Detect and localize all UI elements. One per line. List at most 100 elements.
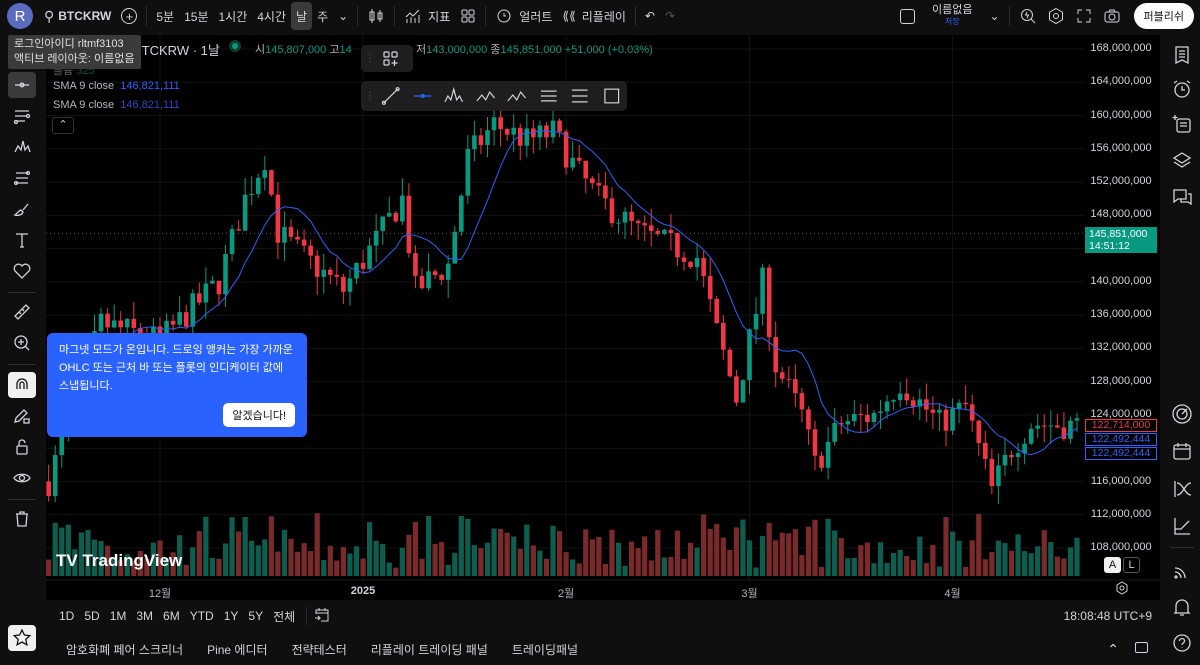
maximize-panel-button[interactable]	[1135, 642, 1148, 656]
fullscreen-button[interactable]	[1070, 2, 1098, 30]
range-ytd[interactable]: YTD	[189, 609, 214, 623]
text-tools[interactable]	[8, 227, 36, 253]
trend-line-tools[interactable]	[8, 103, 36, 129]
undo-button[interactable]: ↶	[640, 2, 660, 30]
interval-1d[interactable]: 날	[291, 2, 313, 30]
chats-button[interactable]	[1171, 186, 1193, 208]
hide-drawings-tool[interactable]	[8, 465, 36, 491]
range-all[interactable]: 전체	[273, 609, 296, 624]
redo-button[interactable]: ↷	[660, 2, 680, 30]
help-button[interactable]	[1171, 632, 1193, 654]
signals-button[interactable]	[1171, 560, 1193, 582]
add-favorite-icon[interactable]	[380, 48, 402, 70]
log-scale-button[interactable]: L	[1123, 557, 1140, 573]
tab-trading-panel[interactable]: 트레이딩패널	[511, 642, 579, 657]
notifications-button[interactable]	[1171, 596, 1193, 618]
alert-button[interactable]: 얼러트	[490, 2, 557, 30]
tab-replay-trading-panel[interactable]: 리플레이 트레이딩 패널	[370, 642, 488, 657]
icon-tools[interactable]	[8, 258, 36, 284]
range-5d[interactable]: 5D	[84, 609, 100, 623]
tab-crypto-screener[interactable]: 암호화폐 페어 스크리너	[66, 642, 184, 657]
remove-drawings-button[interactable]	[8, 506, 36, 532]
drag-handle-icon[interactable]: ⋮	[365, 53, 375, 64]
magnet-mode-toggle[interactable]	[8, 372, 36, 398]
fib-retracement-icon[interactable]	[538, 85, 560, 107]
interval-15m[interactable]: 15분	[184, 9, 209, 24]
compare-symbol-button[interactable]: +	[116, 2, 142, 30]
elliott-wave-icon[interactable]	[506, 85, 528, 107]
candle-body	[707, 276, 713, 299]
range-5y[interactable]: 5Y	[248, 609, 264, 623]
lock-all-tool[interactable]	[8, 434, 36, 460]
lock-drawings-tool[interactable]	[8, 403, 36, 429]
legend-sma-2[interactable]: SMA 9 close 146,821,111	[53, 99, 180, 111]
zoom-in-tool[interactable]	[8, 330, 36, 356]
user-avatar[interactable]: R	[7, 3, 33, 29]
fib-extension-icon[interactable]	[569, 85, 591, 107]
auto-scale-button[interactable]: A	[1104, 557, 1121, 573]
layout-name-button[interactable]: 이름없음 저장	[920, 2, 984, 30]
interval-5m[interactable]: 5분	[156, 9, 175, 24]
candle-body	[465, 149, 471, 196]
watchlist-favorite-button[interactable]	[8, 625, 36, 651]
calendar-button[interactable]	[1171, 440, 1193, 462]
brush-tools[interactable]	[8, 196, 36, 222]
interval-1h[interactable]: 1시간	[218, 9, 248, 24]
volume-bar	[792, 529, 798, 576]
quick-search-button[interactable]	[1014, 2, 1042, 30]
drag-handle-icon[interactable]: ⋮	[365, 90, 375, 102]
alerts-button[interactable]	[1171, 78, 1193, 100]
chart-pane[interactable]: TV TradingView	[46, 35, 1160, 600]
abcd-pattern-icon[interactable]	[475, 85, 497, 107]
got-it-button[interactable]: 알겠습니다!	[223, 403, 295, 427]
interval-1w[interactable]: 주	[317, 9, 329, 24]
hotlists-button[interactable]	[1171, 515, 1193, 537]
legend-symbol-title[interactable]: BTCKRW · 1날	[133, 43, 220, 58]
watchlist-button[interactable]	[1171, 44, 1193, 66]
symbol-search[interactable]: ⚲ BTCKRW	[39, 2, 116, 30]
indicators-button[interactable]: 지표	[399, 2, 455, 30]
legend-sma-1[interactable]: SMA 9 close 146,821,111	[53, 80, 180, 92]
go-to-date-button[interactable]	[313, 606, 331, 627]
chart-settings-button[interactable]	[1115, 581, 1129, 595]
replay-button[interactable]: ⟪⟪ 리플레이	[557, 2, 631, 30]
options-button[interactable]	[1171, 478, 1193, 500]
object-tree-button[interactable]	[1171, 113, 1193, 135]
interval-dropdown[interactable]: ⌄	[333, 2, 353, 30]
candle-body	[393, 212, 399, 222]
horizontal-ray-icon[interactable]	[412, 85, 434, 107]
pattern-tools[interactable]	[8, 134, 36, 160]
tab-strategy-tester[interactable]: 전략테스터	[291, 642, 347, 657]
interval-4h[interactable]: 4시간	[257, 9, 287, 24]
candle-body	[897, 393, 903, 401]
range-1d[interactable]: 1D	[59, 609, 75, 623]
price-chart[interactable]: TV TradingView	[46, 35, 1160, 600]
expand-panel-button[interactable]: ⌃	[1107, 641, 1119, 658]
cursor-crosshair-tool[interactable]	[8, 72, 36, 98]
settings-button[interactable]	[1042, 2, 1070, 30]
layers-button[interactable]	[1171, 149, 1193, 171]
range-1y[interactable]: 1Y	[223, 609, 239, 623]
screener-button[interactable]	[1171, 403, 1193, 425]
layout-select-button[interactable]	[895, 2, 920, 30]
range-6m[interactable]: 6M	[163, 609, 180, 623]
measure-tool[interactable]	[8, 299, 36, 325]
legend-lc: 저143,000,000 종145,851,000 +51,000 (+0.03…	[416, 41, 653, 57]
collapse-legend-button[interactable]: ⌃	[52, 117, 74, 134]
fib-tools[interactable]	[8, 165, 36, 191]
clock-timezone[interactable]: 18:08:48 UTC+9	[1063, 609, 1152, 623]
head-shoulders-icon[interactable]	[443, 85, 465, 107]
range-1m[interactable]: 1M	[109, 609, 127, 623]
candle-body	[216, 280, 222, 295]
volume-bar	[864, 542, 870, 576]
publish-button[interactable]: 퍼블리쉬	[1133, 3, 1194, 29]
chart-type-button[interactable]	[362, 2, 390, 30]
screenshot-button[interactable]	[1098, 2, 1126, 30]
range-3m[interactable]: 3M	[136, 609, 154, 623]
trend-line-icon[interactable]	[380, 85, 402, 107]
tab-pine-editor[interactable]: Pine 에디터	[207, 642, 268, 657]
layout-dropdown[interactable]: ⌄	[984, 2, 1004, 30]
rectangle-icon[interactable]	[601, 85, 623, 107]
templates-button[interactable]	[455, 2, 481, 30]
bottom-panel-tabs: 암호화폐 페어 스크리너 Pine 에디터 전략테스터 리플레이 트레이딩 패널…	[46, 633, 1160, 665]
